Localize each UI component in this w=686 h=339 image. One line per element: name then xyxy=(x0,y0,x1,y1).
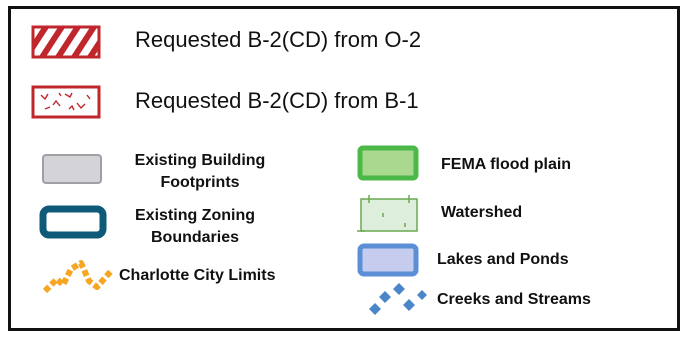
green-rectangle-icon xyxy=(357,145,419,181)
legend-label-zoning-boundaries: Existing Zoning Boundaries xyxy=(115,205,275,249)
legend-label-lakes-ponds: Lakes and Ponds xyxy=(437,251,569,268)
blue-diamonds-icon xyxy=(369,283,427,315)
legend-label-city-limits: Charlotte City Limits xyxy=(119,267,276,284)
legend-label-zoning-boundaries-line2: Boundaries xyxy=(150,229,239,246)
legend-label-zoning-boundaries-line1: Existing Zoning xyxy=(135,207,255,224)
blue-rectangle-icon xyxy=(357,243,419,277)
legend-label-building-footprints: Existing Building Footprints xyxy=(115,150,285,194)
red-hatched-rectangle-icon xyxy=(31,25,101,59)
light-green-rectangle-icon xyxy=(357,195,418,232)
legend-label-creeks-streams: Creeks and Streams xyxy=(437,291,591,308)
orange-dashed-zigzag-icon xyxy=(42,260,114,294)
legend-label-fema-flood-plain: FEMA flood plain xyxy=(441,156,572,173)
legend-label-b2-from-b1: Requested B-2(CD) from B-1 xyxy=(135,88,419,113)
teal-outline-rectangle-icon xyxy=(39,205,107,239)
legend-label-building-footprints-line2: Footprints xyxy=(160,174,240,191)
legend-label-b2-from-o2: Requested B-2(CD) from O-2 xyxy=(135,27,422,52)
red-dotted-rectangle-icon xyxy=(31,85,101,119)
legend-label-building-footprints-line1: Existing Building xyxy=(134,152,266,169)
map-legend: Requested B-2(CD) from O-2 Requested B-2… xyxy=(8,6,680,331)
legend-label-watershed: Watershed xyxy=(441,204,523,221)
gray-rectangle-icon xyxy=(42,154,102,184)
